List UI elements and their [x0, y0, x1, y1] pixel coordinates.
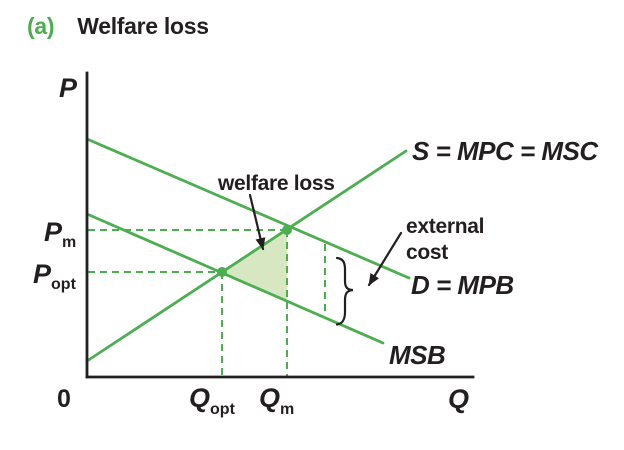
social-optimum-dot: [217, 267, 227, 277]
external-cost-annotation-line1: external: [406, 215, 484, 238]
price-optimum-label: Popt: [33, 259, 77, 293]
msb-curve-label: MSB: [389, 340, 445, 370]
supply-curve-label: S = MPC = MSC: [412, 136, 599, 166]
x-axis-label: Q: [448, 384, 469, 414]
demand-curve: [85, 137, 411, 280]
supply-curve: [85, 149, 408, 363]
quantity-market-label: Qm: [259, 383, 294, 418]
figure-title-text: Welfare loss: [77, 13, 209, 39]
quantity-optimum-label: Qopt: [189, 383, 236, 418]
welfare-loss-annotation: welfare loss: [217, 172, 335, 195]
market-equilibrium-dot: [282, 225, 292, 235]
figure-index: (a): [27, 13, 55, 39]
msb-curve: [85, 212, 385, 345]
figure-title: (a) Welfare loss: [27, 13, 209, 40]
price-market-label: Pm: [44, 217, 76, 251]
external-cost-brace: [335, 256, 354, 326]
external-cost-annotation-line2: cost: [406, 241, 448, 264]
origin-label: 0: [57, 385, 71, 413]
y-axis-label: P: [59, 73, 78, 103]
welfare-loss-area: [222, 230, 287, 301]
demand-curve-label: D = MPB: [411, 270, 514, 300]
welfare-loss-arrow: [248, 193, 266, 251]
external-cost-arrow: [367, 231, 403, 287]
